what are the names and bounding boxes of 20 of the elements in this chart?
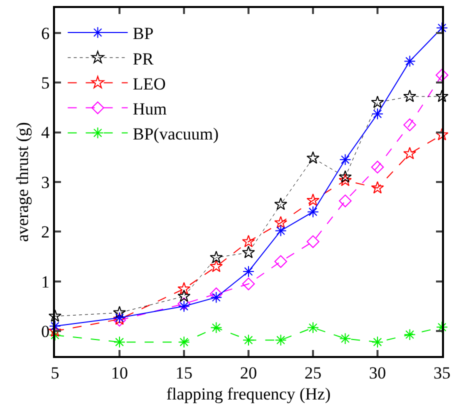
x-tick-label: 35 bbox=[434, 363, 450, 382]
y-axis-title: average thrust (g) bbox=[13, 122, 32, 242]
y-tick-label: 0 bbox=[41, 322, 50, 342]
x-axis-title: flapping frequency (Hz) bbox=[166, 384, 331, 404]
y-tick-label: 3 bbox=[41, 172, 50, 192]
x-tick-label: 25 bbox=[304, 363, 322, 382]
legend-label: BP bbox=[132, 24, 154, 44]
legend-label: Hum bbox=[132, 99, 167, 118]
legend-label: PR bbox=[132, 49, 154, 68]
x-tick-label: 30 bbox=[369, 363, 386, 382]
x-tick-label: 20 bbox=[240, 363, 257, 382]
y-tick-label: 6 bbox=[41, 24, 50, 43]
y-tick-label: 5 bbox=[41, 74, 50, 93]
legend-label: BP(vacuum) bbox=[132, 124, 219, 144]
legend-label: LEO bbox=[132, 74, 166, 94]
y-tick-label: 1 bbox=[41, 272, 50, 292]
x-tick-label: 15 bbox=[176, 363, 192, 382]
x-tick-label: 10 bbox=[111, 363, 128, 382]
y-tick-label: 4 bbox=[41, 123, 50, 142]
y-tick-label: 2 bbox=[41, 222, 50, 242]
